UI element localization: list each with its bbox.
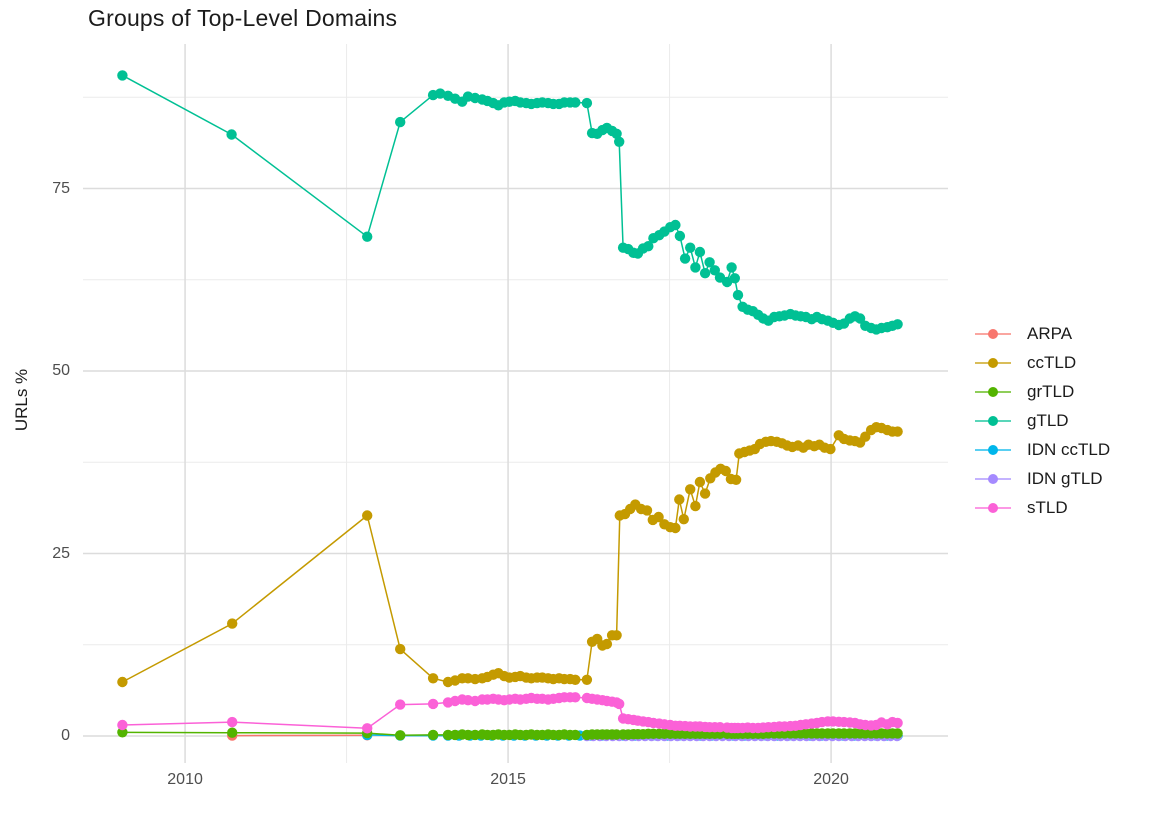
legend-key [975,473,1011,485]
legend-key [975,328,1011,340]
legend-key-dot-icon [988,473,998,484]
series-cctld [117,422,903,688]
x-tick-label: 2020 [813,771,849,788]
y-tick-label: 50 [52,362,70,380]
legend-item-label: IDN ccTLD [1027,439,1111,459]
legend-item-idn-gtld: IDN gTLD [975,464,1110,493]
legend-key-dot-icon [988,357,998,368]
legend-item-stld: sTLD [975,493,1110,522]
legend-key [975,357,1011,369]
legend-item-label: ccTLD [1027,352,1077,372]
legend-item-cctld: ccTLD [975,348,1110,377]
legend-key [975,502,1011,514]
y-tick-label: 0 [61,726,70,744]
legend-key-dot-icon [988,444,998,455]
legend-key [975,415,1011,427]
gridlines-minor [83,44,948,763]
series-gtld [117,70,903,335]
legend-item-grtld: grTLD [975,377,1110,406]
y-tick-label: 75 [52,179,70,197]
legend-key-dot-icon [988,502,998,513]
legend-item-label: sTLD [1027,497,1068,517]
gridlines-major [83,44,948,763]
legend-key-dot-icon [988,415,998,426]
x-tick-label: 2015 [490,771,526,788]
legend-key-dot-icon [988,328,998,339]
legend-item-arpa: ARPA [975,319,1110,348]
legend-item-label: ARPA [1027,323,1073,343]
legend-item-idn-cctld: IDN ccTLD [975,435,1110,464]
legend-item-gtld: gTLD [975,406,1110,435]
y-tick-label: 25 [52,544,70,562]
x-tick-label: 2010 [167,771,203,788]
legend-item-label: IDN gTLD [1027,468,1103,488]
legend-key-dot-icon [988,386,998,397]
legend-key [975,444,1011,456]
chart-title: Groups of Top-Level Domains [88,5,398,31]
series-arpa [227,730,373,741]
legend-item-label: gTLD [1027,410,1069,430]
legend-item-label: grTLD [1027,381,1075,401]
legend: ARPA ccTLD grTLD gTLD IDN ccTLD IDN gTLD… [975,319,1110,522]
series-grtld [117,727,903,741]
legend-key [975,386,1011,398]
series-stld [117,692,903,734]
